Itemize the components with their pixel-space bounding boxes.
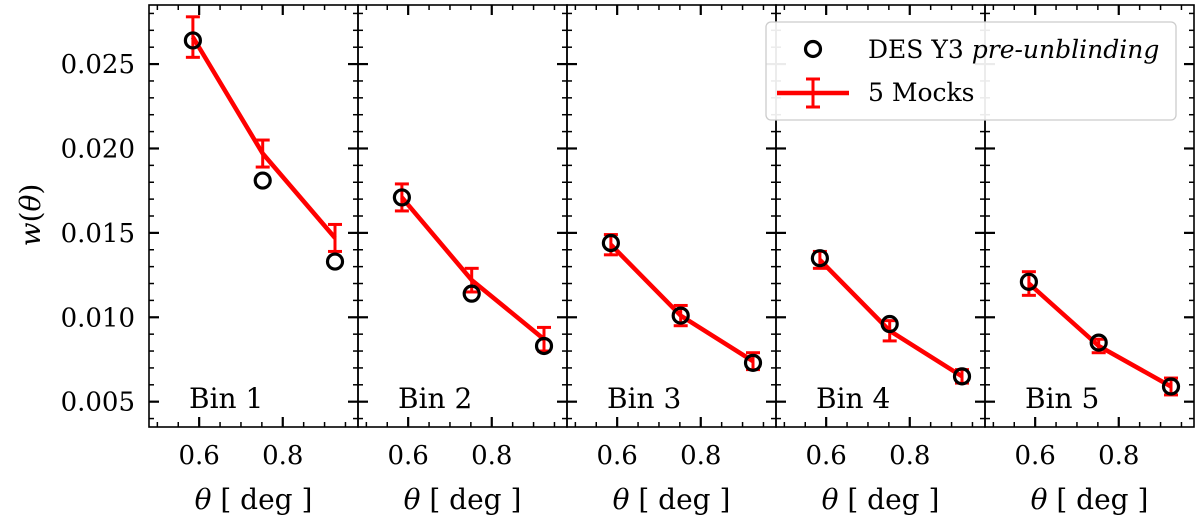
mock-line — [609, 243, 755, 364]
y-axis: 0.005 0.010 0.015 0.020 0.025 — [61, 50, 135, 418]
y-tick-label: 0.010 — [61, 303, 135, 333]
panels: 0.6 0.8 θ [ deg ] Bin 1 0.6 0.8 θ [ deg ] Bin 2… — [148, 4, 1195, 516]
bin-label: Bin 3 — [607, 382, 681, 415]
observed-point — [325, 252, 345, 271]
observed-point — [392, 188, 411, 207]
bin-label: Bin 1 — [189, 382, 263, 415]
observed-point — [952, 367, 972, 386]
legend: DES Y3 pre-unblinding 5 Mocks — [765, 21, 1177, 121]
panel-bin-3: 0.6 0.8 θ [ deg ] Bin 3 — [566, 4, 777, 516]
legend-mock-label: 5 Mocks — [868, 78, 974, 107]
panel-frame — [357, 4, 568, 428]
x-tick-label: 0.6 — [805, 441, 846, 471]
observed-point — [601, 233, 620, 253]
x-tick-label: 0.6 — [1014, 441, 1055, 471]
x-tick-label: 0.6 — [387, 441, 428, 471]
x-tick-label: 0.8 — [262, 441, 303, 471]
observed-point — [671, 306, 690, 325]
y-axis-title-open-paren: ( — [14, 211, 47, 222]
panel-frame — [148, 4, 359, 428]
x-axis-title-symbol: θ — [195, 483, 212, 516]
x-axis-title: θ [ deg ] — [404, 483, 522, 516]
x-axis-title-unit: [ deg ] — [1047, 483, 1148, 516]
x-axis-title: θ [ deg ] — [613, 483, 731, 516]
x-tick-label: 0.8 — [680, 441, 721, 471]
x-axis-title: θ [ deg ] — [195, 483, 313, 516]
observed-point — [253, 171, 272, 190]
observed-point — [810, 249, 829, 268]
y-tick-label: 0.020 — [61, 134, 135, 164]
x-axis-title-unit: [ deg ] — [629, 483, 730, 516]
x-axis-title-symbol: θ — [613, 483, 630, 516]
y-axis-title-main: w — [14, 222, 47, 246]
panel-frame — [984, 4, 1195, 428]
y-tick-label: 0.005 — [61, 388, 135, 418]
legend-observed-marker — [803, 39, 823, 59]
x-tick-label: 0.8 — [889, 441, 930, 471]
y-tick-label: 0.025 — [61, 50, 135, 80]
x-axis-title-unit: [ deg ] — [211, 483, 312, 516]
panel-bin-2: 0.6 0.8 θ [ deg ] Bin 2 — [357, 4, 568, 516]
x-tick-label: 0.6 — [596, 441, 637, 471]
bin-label: Bin 2 — [398, 382, 472, 415]
bin-label: Bin 5 — [1025, 382, 1099, 415]
x-axis-title: θ [ deg ] — [822, 483, 940, 516]
x-tick-label: 0.8 — [1098, 441, 1139, 471]
observed-point — [743, 353, 763, 372]
legend-observed-label: DES Y3 pre-unblinding — [868, 35, 1159, 64]
observed-point — [183, 31, 202, 50]
bin-label: Bin 4 — [816, 382, 890, 415]
observed-point — [1161, 377, 1181, 396]
x-tick-label: 0.8 — [471, 441, 512, 471]
y-axis-title-close-paren: ) — [14, 184, 47, 195]
mock-line — [190, 35, 337, 240]
legend-observed-italic: pre-unblinding — [972, 35, 1160, 64]
panel-bin-1: 0.6 0.8 θ [ deg ] Bin 1 — [148, 4, 359, 516]
svg-text:w(θ): w(θ) — [14, 184, 47, 247]
x-axis-title-symbol: θ — [1031, 483, 1048, 516]
y-axis-title-arg: θ — [14, 194, 47, 211]
x-tick-label: 0.6 — [178, 441, 219, 471]
x-axis-title-unit: [ deg ] — [838, 483, 939, 516]
y-tick-label: 0.015 — [61, 219, 135, 249]
x-axis-title-symbol: θ — [404, 483, 421, 516]
observed-point — [1089, 333, 1108, 352]
x-axis-title: θ [ deg ] — [1031, 483, 1149, 516]
observed-point — [1019, 272, 1038, 291]
panel-bin-5: 0.6 0.8 θ [ deg ] Bin 5 — [984, 4, 1195, 516]
legend-box — [765, 21, 1177, 121]
observed-point — [534, 336, 554, 356]
x-axis-title-unit: [ deg ] — [420, 483, 521, 516]
y-axis-title: w(θ) — [14, 184, 47, 247]
legend-observed-name: DES Y3 — [868, 35, 964, 64]
x-axis-title-symbol: θ — [822, 483, 839, 516]
observed-point — [880, 314, 899, 334]
observed-point — [462, 284, 481, 303]
